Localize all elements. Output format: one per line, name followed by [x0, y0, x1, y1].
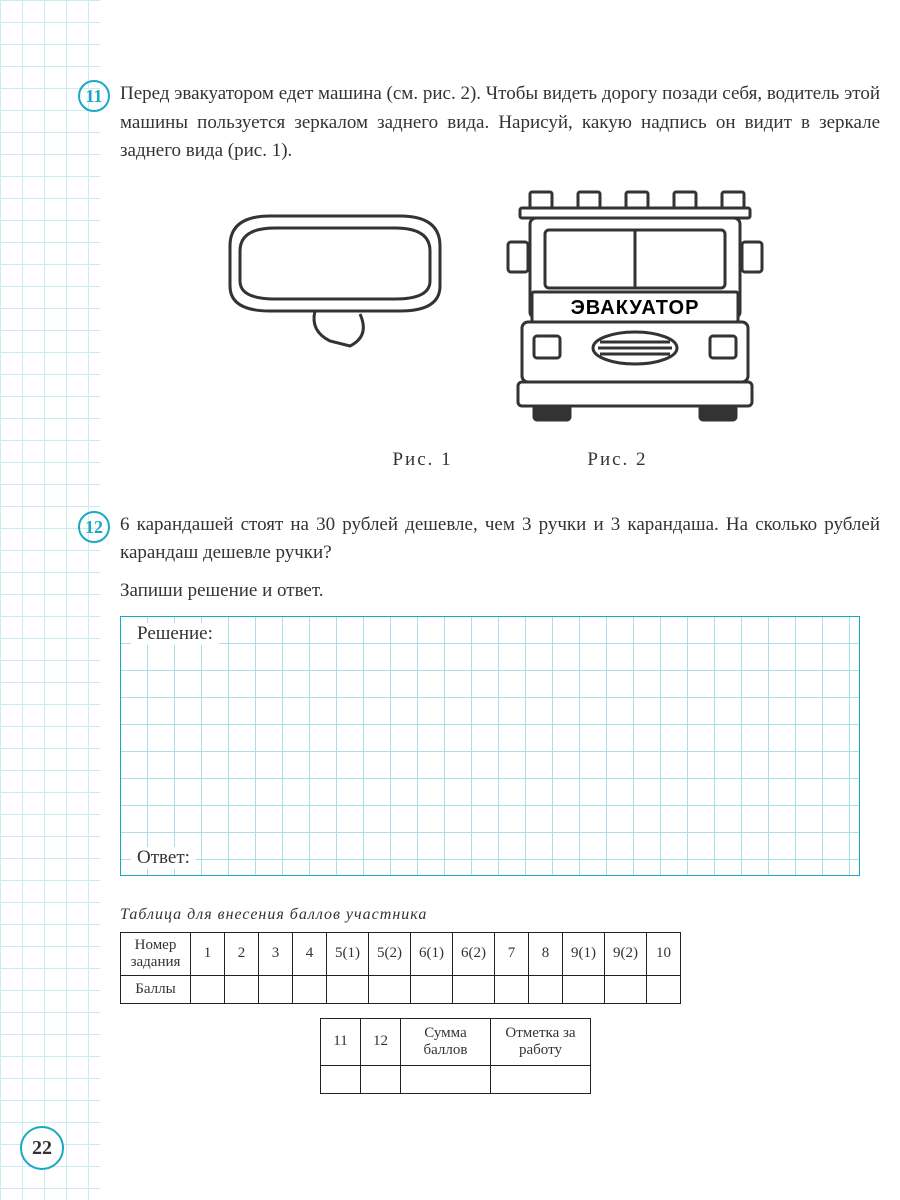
col-header: 9(2) — [605, 932, 647, 975]
answer-label: Ответ: — [131, 847, 196, 869]
table-row: 11 12 Сумма баллов Отметка за работу — [321, 1018, 591, 1065]
left-grid-margin — [0, 0, 100, 1200]
col-header: 11 — [321, 1018, 361, 1065]
q12-text: 6 карандашей стоят на 30 рублей дешевле,… — [120, 511, 880, 568]
question-11: 11 Перед эвакуатором едет машина (см. ри… — [120, 80, 880, 471]
score-cell[interactable] — [647, 975, 681, 1003]
score-table-caption: Таблица для внесения баллов участника — [120, 906, 880, 924]
score-cell[interactable] — [411, 975, 453, 1003]
col-header: Сумма баллов — [401, 1018, 491, 1065]
fig1-label: Рис. 1 — [392, 449, 452, 471]
score-cell[interactable] — [605, 975, 647, 1003]
table-row: Номер задания 1 2 3 4 5(1) 5(2) 6(1) 6(2… — [121, 932, 681, 975]
col-header: 6(2) — [453, 932, 495, 975]
score-cell[interactable] — [259, 975, 293, 1003]
col-header: 3 — [259, 932, 293, 975]
row-head-task: Номер задания — [121, 932, 191, 975]
table-row: Баллы — [121, 975, 681, 1003]
col-header: 12 — [361, 1018, 401, 1065]
score-table-2: 11 12 Сумма баллов Отметка за работу — [320, 1018, 591, 1094]
score-cell[interactable] — [191, 975, 225, 1003]
q11-illustration: ЭВАКУАТОР — [200, 186, 800, 426]
score-cell[interactable] — [293, 975, 327, 1003]
col-header: 7 — [495, 932, 529, 975]
score-cell[interactable] — [369, 975, 411, 1003]
mirror-icon — [230, 216, 440, 346]
q12-number-badge: 12 — [78, 511, 110, 543]
page-content: 11 Перед эвакуатором едет машина (см. ри… — [120, 80, 880, 1094]
col-header: 6(1) — [411, 932, 453, 975]
score-table-1: Номер задания 1 2 3 4 5(1) 5(2) 6(1) 6(2… — [120, 932, 681, 1004]
q11-text: Перед эвакуатором едет машина (см. рис. … — [120, 80, 880, 166]
score-cell[interactable] — [453, 975, 495, 1003]
q11-figures: ЭВАКУАТОР Рис. 1 Рис. 2 — [120, 186, 880, 471]
solution-box[interactable]: Решение: Ответ: — [120, 616, 860, 876]
score-cell[interactable] — [327, 975, 369, 1003]
q12-instruction: Запиши решение и ответ. — [120, 580, 880, 602]
solution-label: Решение: — [131, 623, 219, 645]
col-header: Отметка за работу — [491, 1018, 591, 1065]
fig2-label: Рис. 2 — [587, 449, 647, 471]
score-cell[interactable] — [401, 1065, 491, 1093]
score-cell[interactable] — [529, 975, 563, 1003]
col-header: 5(1) — [327, 932, 369, 975]
col-header: 9(1) — [563, 932, 605, 975]
score-cell[interactable] — [361, 1065, 401, 1093]
col-header: 8 — [529, 932, 563, 975]
col-header: 5(2) — [369, 932, 411, 975]
score-cell[interactable] — [491, 1065, 591, 1093]
figure-labels: Рис. 1 Рис. 2 — [120, 449, 880, 471]
score-cell[interactable] — [321, 1065, 361, 1093]
table-row — [321, 1065, 591, 1093]
col-header: 2 — [225, 932, 259, 975]
score-cell[interactable] — [563, 975, 605, 1003]
score-cell[interactable] — [495, 975, 529, 1003]
row-head-points: Баллы — [121, 975, 191, 1003]
page-number-badge: 22 — [20, 1126, 64, 1170]
score-cell[interactable] — [225, 975, 259, 1003]
question-12: 12 6 карандашей стоят на 30 рублей дешев… — [120, 511, 880, 876]
q11-number-badge: 11 — [78, 80, 110, 112]
col-header: 1 — [191, 932, 225, 975]
col-header: 10 — [647, 932, 681, 975]
truck-sign-text: ЭВАКУАТОР — [571, 297, 700, 319]
col-header: 4 — [293, 932, 327, 975]
